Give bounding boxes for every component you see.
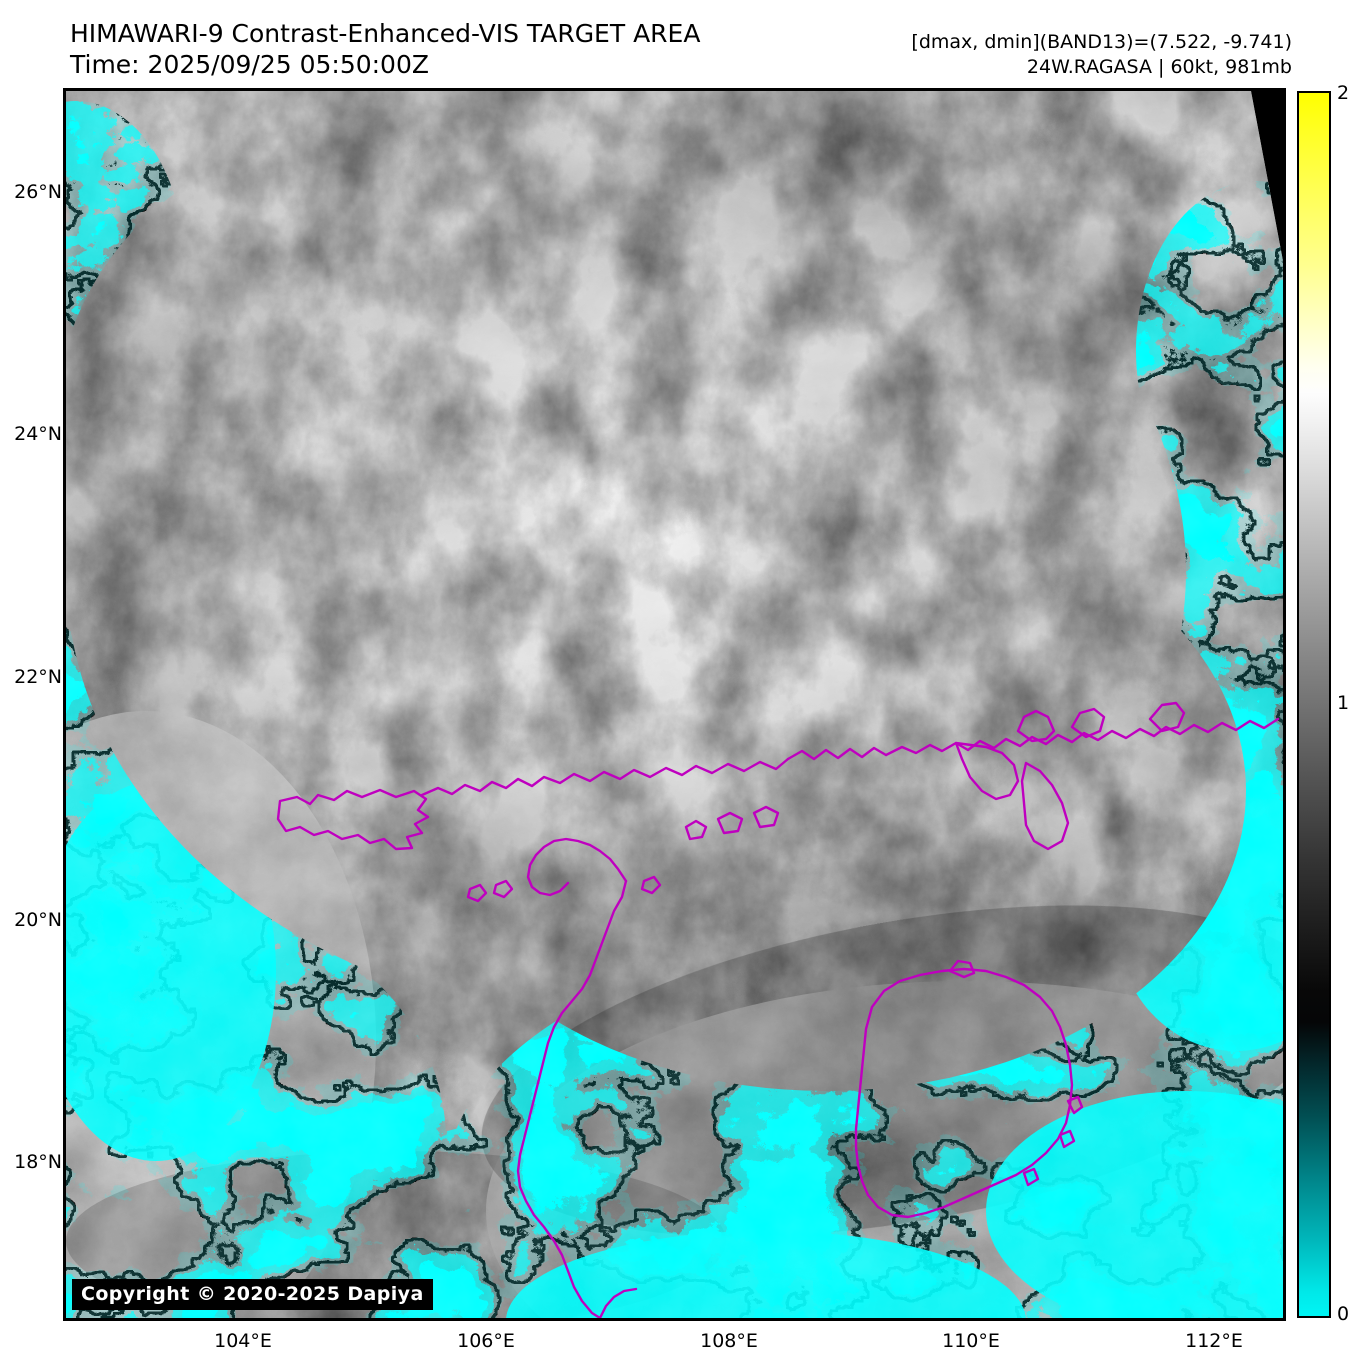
ytick-20n: 20°N (14, 909, 62, 931)
colorbar[interactable] (1297, 91, 1331, 1318)
dminmax-label: [dmax, dmin](BAND13)=(7.522, -9.741) (911, 31, 1292, 53)
colorbar-tick-0: 0 (1337, 1303, 1350, 1325)
xtick-108e: 108°E (700, 1330, 758, 1352)
colorbar-tick-2: 2 (1337, 82, 1350, 104)
ytick-26n: 26°N (14, 181, 62, 203)
xtick-112e: 112°E (1185, 1330, 1243, 1352)
ytick-24n: 24°N (14, 423, 62, 445)
page-title: HIMAWARI-9 Contrast-Enhanced-VIS TARGET … (70, 19, 701, 48)
xtick-104e: 104°E (214, 1330, 272, 1352)
satellite-imagery (66, 91, 1283, 1318)
ytick-18n: 18°N (14, 1151, 62, 1173)
xtick-110e: 110°E (942, 1330, 1000, 1352)
ytick-22n: 22°N (14, 666, 62, 688)
storm-info-label: 24W.RAGASA | 60kt, 981mb (1026, 56, 1292, 78)
satellite-plot-area[interactable] (66, 91, 1283, 1318)
header-right-block: [dmax, dmin](BAND13)=(7.522, -9.741) 24W… (812, 30, 1292, 80)
coastline-overlay (276, 701, 1280, 1318)
copyright-badge: Copyright © 2020-2025 Dapiya (72, 1279, 433, 1310)
colorbar-tick-1: 1 (1337, 692, 1350, 714)
xtick-106e: 106°E (457, 1330, 515, 1352)
timestamp-label: Time: 2025/09/25 05:50:00Z (70, 50, 429, 79)
header-left-block: HIMAWARI-9 Contrast-Enhanced-VIS TARGET … (70, 18, 850, 80)
